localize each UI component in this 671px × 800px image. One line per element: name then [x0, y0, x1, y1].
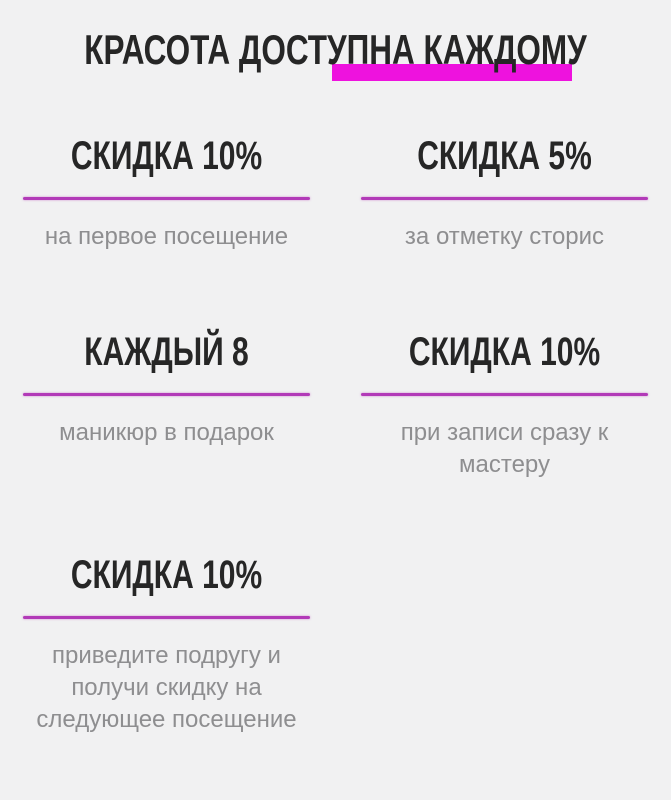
offer-title: СКИДКА 10%	[70, 553, 263, 597]
offer-card-bring-friend: СКИДКА 10% приведите подругу и получи ск…	[23, 554, 310, 736]
divider-line	[361, 393, 648, 396]
offer-card-story-mention: СКИДКА 5% за отметку сторис	[361, 135, 648, 253]
title-highlight-bar	[332, 64, 572, 81]
page-header: КРАСОТА ДОСТУПНА КАЖДОМУ	[0, 0, 671, 81]
offer-card-direct-booking: СКИДКА 10% при записи сразу к мастеру	[361, 331, 648, 481]
divider-line	[23, 616, 310, 619]
offer-card-first-visit: СКИДКА 10% на первое посещение	[23, 135, 310, 253]
offer-title: КАЖДЫЙ 8	[84, 330, 249, 374]
offer-title: СКИДКА 10%	[408, 330, 601, 374]
divider-line	[361, 197, 648, 200]
offer-description: маникюр в подарок	[59, 419, 274, 446]
divider-line	[23, 197, 310, 200]
offer-card-every-8th: КАЖДЫЙ 8 маникюр в подарок	[23, 331, 310, 449]
offer-title: СКИДКА 10%	[70, 134, 263, 178]
offer-description: приведите подругу и получи скидку на сле…	[36, 642, 297, 733]
offer-description: при записи сразу к мастеру	[400, 419, 609, 478]
offer-description: за отметку сторис	[404, 223, 605, 250]
offer-description: на первое посещение	[44, 223, 289, 250]
offer-title: СКИДКА 5%	[417, 134, 592, 178]
page-title: КРАСОТА ДОСТУПНА КАЖДОМУ	[84, 26, 587, 73]
divider-line	[23, 393, 310, 396]
